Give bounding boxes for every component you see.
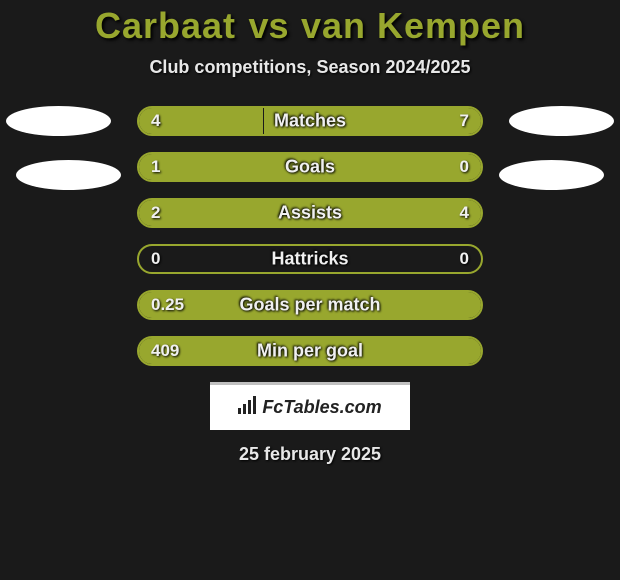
- stat-label: Goals: [285, 157, 335, 178]
- player2-badge-2: [499, 160, 604, 190]
- stat-value-left: 0.25: [151, 295, 184, 315]
- fctables-icon: [238, 396, 260, 419]
- player1-name: Carbaat: [95, 5, 236, 46]
- player2-name: van Kempen: [301, 5, 525, 46]
- stat-value-right: 0: [460, 249, 469, 269]
- stat-row-matches: 4 Matches 7: [137, 106, 483, 136]
- stat-value-right: 0: [460, 157, 469, 177]
- stat-value-left: 1: [151, 157, 160, 177]
- stat-value-right: 7: [460, 111, 469, 131]
- title-row: Carbaat vs van Kempen: [0, 5, 620, 47]
- stat-row-gpm: 0.25 Goals per match: [137, 290, 483, 320]
- player2-badge-1: [509, 106, 614, 136]
- stat-row-goals: 1 Goals 0: [137, 152, 483, 182]
- footer-logo[interactable]: FcTables.com: [210, 382, 410, 430]
- stat-bars: 4 Matches 7 1 Goals 0 2 Assists 4: [137, 106, 483, 366]
- stat-row-assists: 2 Assists 4: [137, 198, 483, 228]
- vs-text: vs: [248, 5, 288, 46]
- footer-logo-text: FcTables.com: [262, 397, 381, 418]
- stat-value-left: 4: [151, 111, 160, 131]
- stat-value-right: 4: [460, 203, 469, 223]
- player1-badge-1: [6, 106, 111, 136]
- player1-badge-2: [16, 160, 121, 190]
- stats-area: 4 Matches 7 1 Goals 0 2 Assists 4: [0, 106, 620, 366]
- stat-label: Goals per match: [239, 295, 380, 316]
- subtitle: Club competitions, Season 2024/2025: [0, 57, 620, 78]
- stat-row-mpg: 409 Min per goal: [137, 336, 483, 366]
- stat-label: Assists: [278, 203, 342, 224]
- stat-value-left: 0: [151, 249, 160, 269]
- stat-value-left: 2: [151, 203, 160, 223]
- stat-label: Matches: [274, 111, 346, 132]
- comparison-card: Carbaat vs van Kempen Club competitions,…: [0, 0, 620, 580]
- date-text: 25 february 2025: [0, 444, 620, 465]
- stat-row-hattricks: 0 Hattricks 0: [137, 244, 483, 274]
- stat-label: Min per goal: [257, 341, 363, 362]
- stat-label: Hattricks: [271, 249, 348, 270]
- stat-value-left: 409: [151, 341, 179, 361]
